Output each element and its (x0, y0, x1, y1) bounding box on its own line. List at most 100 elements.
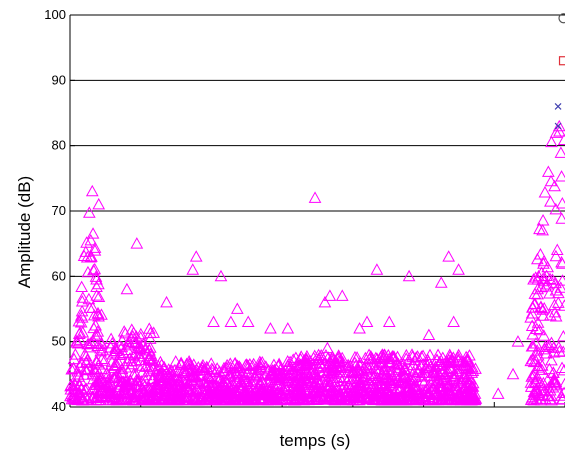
data-point-triangle (404, 374, 417, 386)
data-point-triangle (553, 125, 565, 137)
data-point-triangle (150, 382, 163, 394)
data-point-triangle (150, 389, 164, 402)
data-point-triangle (451, 364, 465, 376)
data-point-triangle (558, 299, 565, 311)
data-point-triangle (403, 372, 417, 384)
data-point-triangle (162, 370, 176, 382)
data-point-triangle (402, 353, 416, 366)
data-point-triangle (82, 337, 96, 350)
data-point-triangle (174, 356, 188, 369)
data-point-triangle (541, 165, 555, 177)
data-point-triangle (217, 393, 231, 406)
data-point-triangle (91, 307, 105, 319)
data-point-triangle (119, 378, 132, 391)
data-point-triangle (266, 366, 280, 379)
plot-area (70, 14, 565, 343)
data-point-triangle (382, 315, 396, 327)
data-point-triangle (541, 389, 555, 401)
data-point-triangle (370, 263, 384, 275)
data-point-triangle (160, 393, 174, 405)
data-point-triangle (219, 380, 232, 393)
data-point-triangle (301, 376, 315, 388)
data-point-triangle (528, 297, 542, 310)
data-point-triangle (83, 301, 97, 313)
data-point-triangle (115, 340, 129, 353)
data-point-triangle (140, 392, 154, 404)
data-point-triangle (328, 380, 341, 392)
data-point-triangle (443, 348, 457, 360)
data-point-triangle (526, 339, 540, 352)
data-point-triangle (410, 383, 423, 395)
data-point-triangle (323, 289, 337, 301)
data-point-triangle (536, 223, 549, 236)
data-point-triangle (422, 328, 436, 341)
data-point-triangle (217, 364, 231, 376)
data-point-triangle (398, 363, 411, 375)
data-point-triangle (87, 372, 100, 385)
data-point-triangle (332, 349, 345, 361)
x-axis-title: temps (s) (280, 431, 351, 450)
y-tick-label-60: 60 (52, 268, 66, 283)
data-point-triangle (408, 393, 422, 406)
data-point-triangle (290, 388, 303, 400)
data-point-triangle (104, 389, 118, 401)
data-point-triangle (165, 377, 178, 390)
data-point-triangle (377, 351, 391, 364)
data-point-triangle (255, 356, 269, 368)
data-point-triangle (549, 375, 563, 388)
data-point-triangle (229, 367, 243, 379)
data-point-triangle (86, 227, 100, 239)
data-point-triangle (363, 376, 377, 389)
data-point-triangle (302, 390, 316, 402)
data-point-triangle (378, 348, 391, 360)
data-point-triangle (107, 371, 121, 384)
data-point-triangle (162, 363, 176, 375)
data-point-triangle (115, 334, 129, 346)
data-point-triangle (91, 374, 105, 387)
data-point-triangle (302, 393, 315, 406)
data-point-triangle (557, 386, 565, 399)
data-point-triangle (86, 334, 100, 347)
data-point-triangle (349, 358, 363, 370)
data-point-triangle (87, 263, 100, 276)
data-point-triangle (353, 322, 366, 334)
data-point-triangle (313, 351, 327, 363)
data-point-triangle (120, 354, 134, 367)
data-point-triangle (281, 322, 295, 334)
data-point-triangle (528, 376, 542, 389)
data-point-triangle (167, 372, 180, 384)
data-point-triangle (530, 382, 543, 394)
data-point-triangle (524, 393, 538, 406)
data-point-triangle (452, 348, 465, 361)
data-point-circle (558, 13, 565, 24)
data-point-triangle (355, 364, 369, 377)
data-point-triangle (94, 373, 108, 386)
data-point-triangle (169, 355, 183, 367)
data-point-triangle (527, 273, 540, 285)
data-point-triangle (382, 352, 396, 365)
data-point-triangle (334, 361, 347, 373)
data-point-triangle (532, 269, 545, 282)
data-point-triangle (186, 263, 200, 275)
data-point-triangle (124, 361, 138, 373)
data-point-triangle (88, 244, 102, 256)
data-point-triangle (232, 364, 245, 376)
data-point-triangle (129, 330, 143, 342)
data-point-triangle (90, 280, 103, 293)
data-point-x (554, 103, 562, 110)
data-point-triangle (506, 367, 520, 380)
y-tick-label-90: 90 (52, 72, 66, 87)
data-point-triangle (308, 375, 322, 388)
data-point-triangle (377, 393, 390, 406)
data-point-triangle (223, 385, 237, 398)
data-point-triangle (290, 357, 304, 369)
data-point-triangle (434, 362, 447, 375)
data-point-triangle (70, 336, 84, 348)
data-point-triangle (94, 337, 108, 350)
data-point-triangle (326, 392, 340, 404)
data-point-triangle (242, 383, 256, 395)
data-point-triangle (190, 363, 204, 375)
data-point-triangle (538, 186, 552, 198)
data-point-triangle (276, 389, 290, 401)
data-point-triangle (392, 383, 406, 395)
